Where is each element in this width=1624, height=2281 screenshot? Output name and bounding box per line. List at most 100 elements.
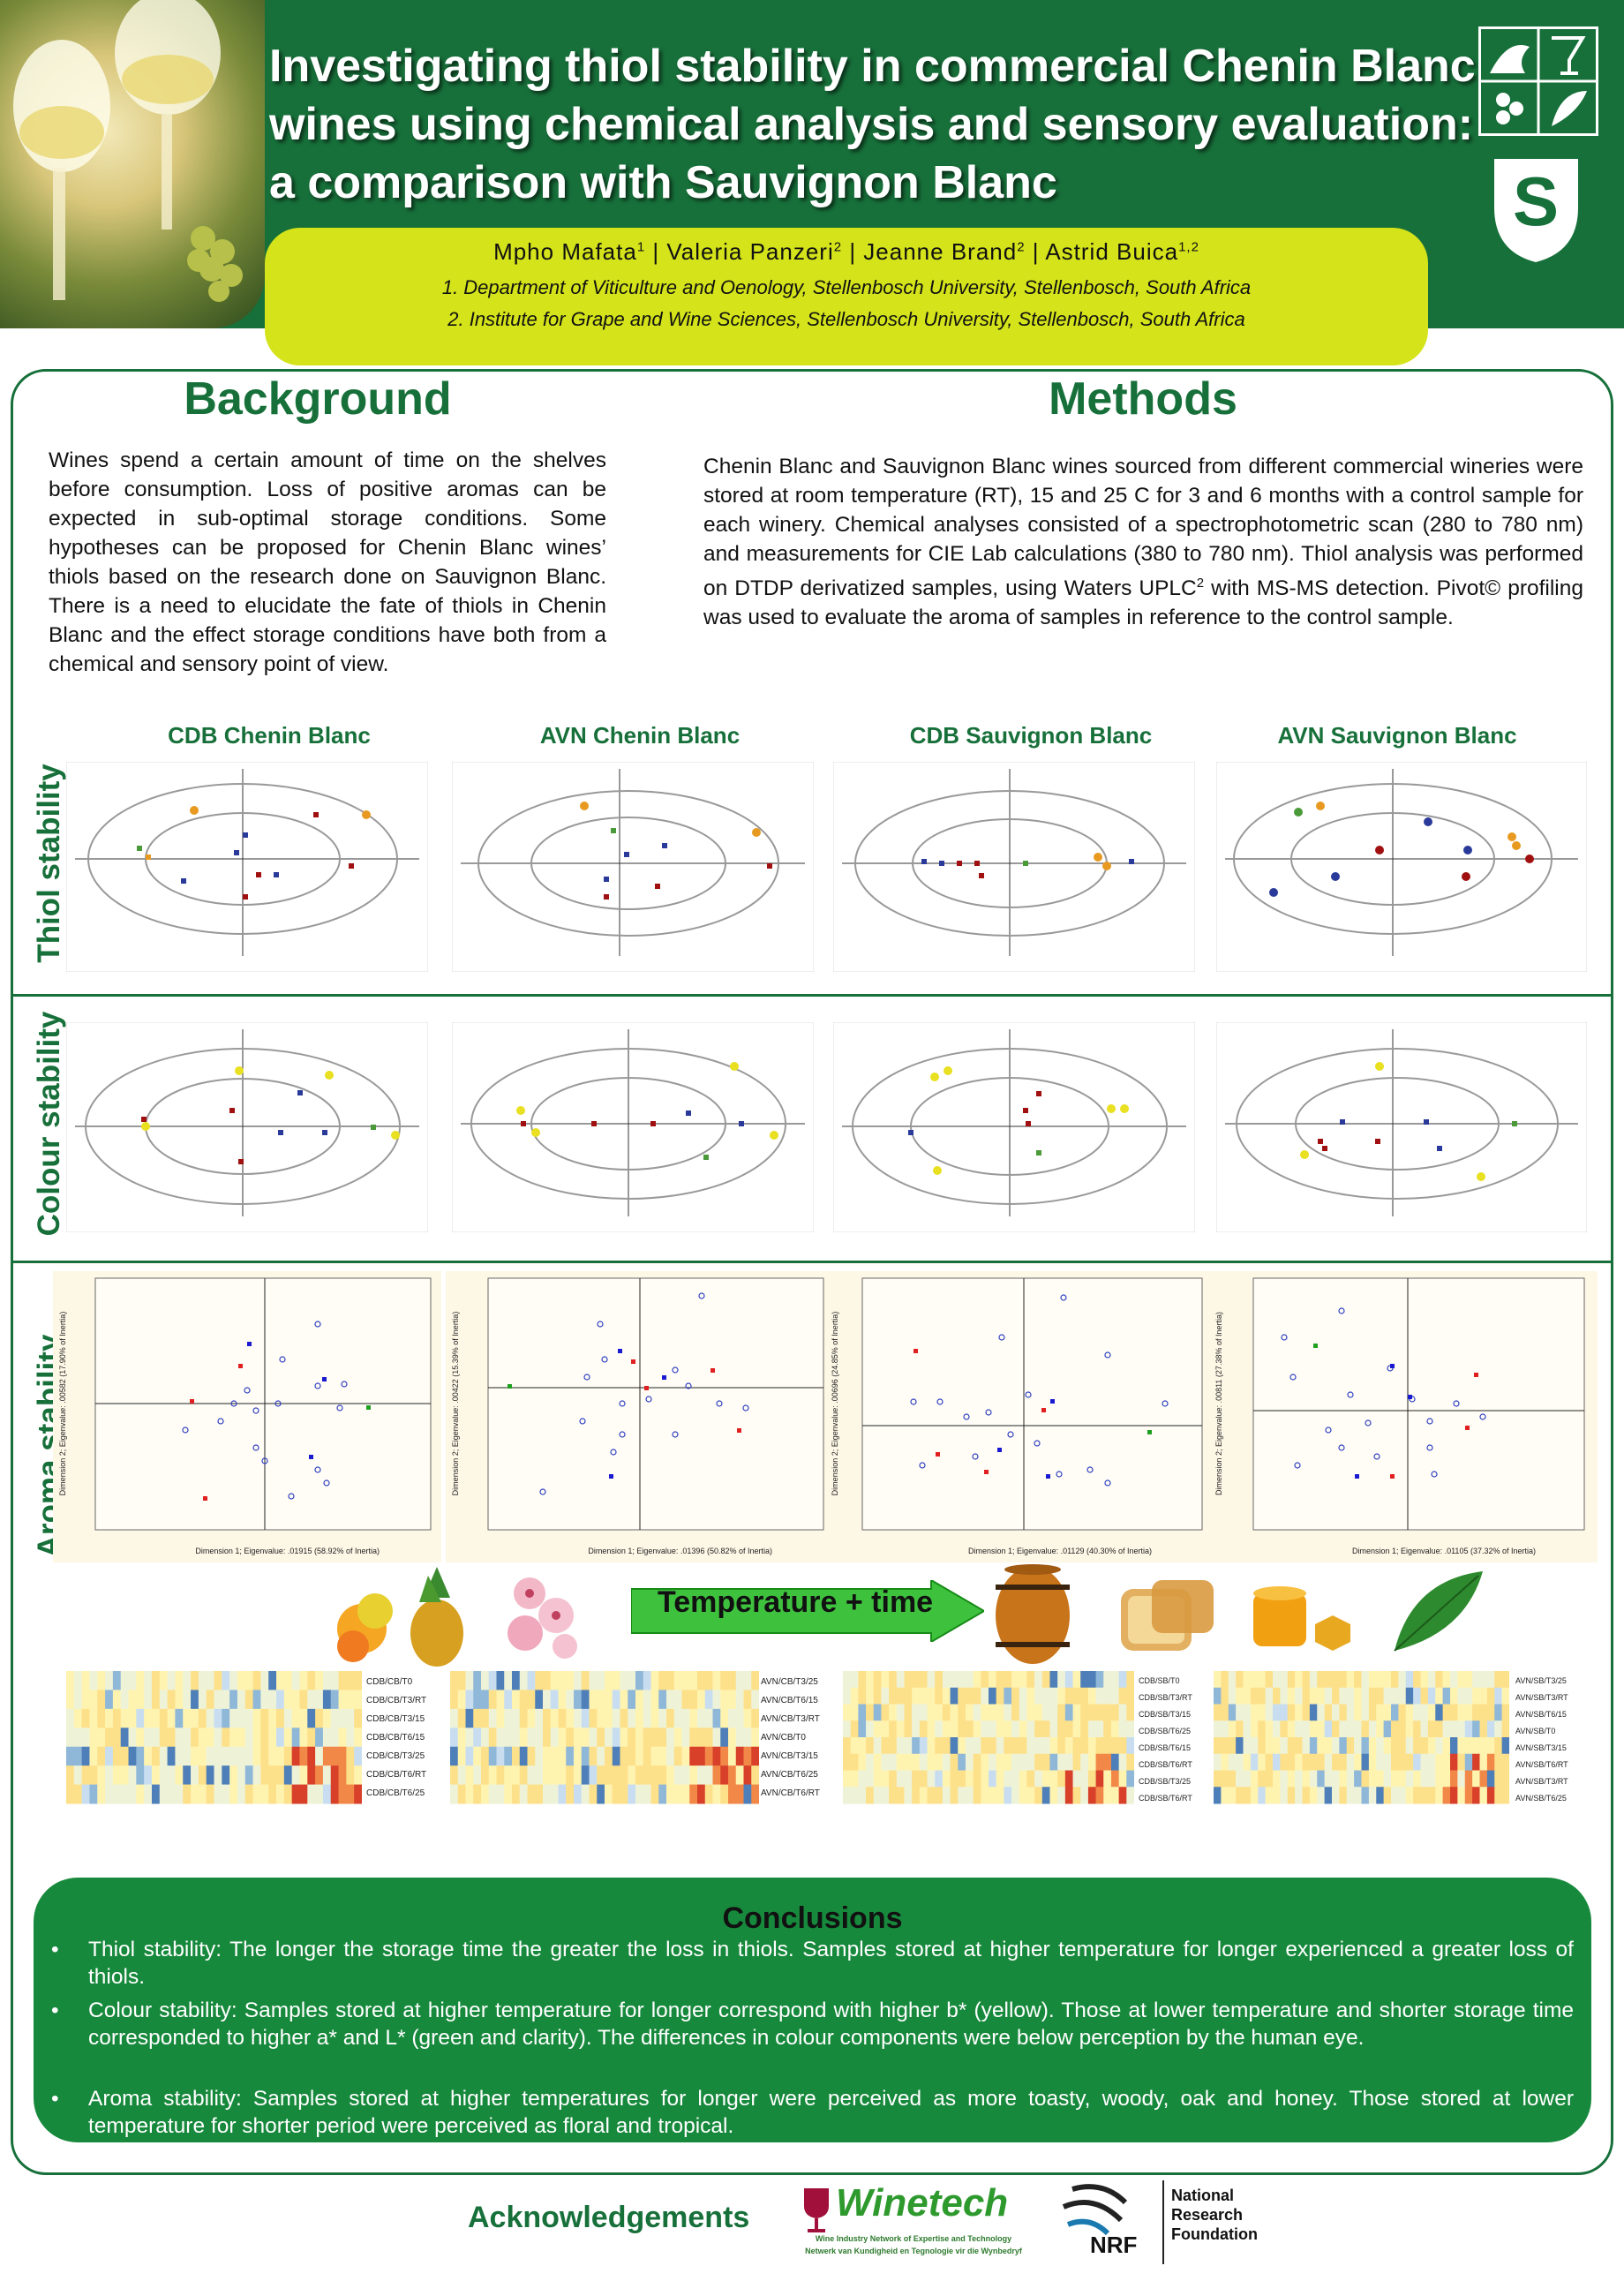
heatmap-cell — [1243, 1720, 1252, 1738]
heatmap-cell — [1457, 1704, 1466, 1721]
heatmap-cell — [1420, 1687, 1429, 1705]
heatmap-cell — [697, 1690, 706, 1710]
heatmap-cell — [558, 1690, 567, 1710]
heatmap-cell — [1236, 1737, 1244, 1755]
author-affil: 1,2 — [1178, 239, 1199, 255]
heatmap-cell — [650, 1746, 659, 1766]
heatmap-cell — [1413, 1737, 1421, 1755]
heatmap-cell — [666, 1784, 675, 1804]
heatmap-cell — [558, 1708, 567, 1728]
heatmap-cell — [1427, 1787, 1436, 1804]
heatmap-cell — [299, 1728, 308, 1748]
heatmap-cell — [550, 1728, 559, 1748]
heatmap-cell — [1280, 1770, 1289, 1788]
heatmap-cell — [1258, 1753, 1267, 1771]
heatmap-cell — [1309, 1687, 1318, 1705]
heatmap-cell — [97, 1765, 106, 1786]
heatmap-cell — [1103, 1687, 1112, 1705]
heatmap-cell — [519, 1746, 528, 1766]
heatmap-cell — [1103, 1753, 1112, 1771]
conclusion-item: • Aroma stability: Samples stored at hig… — [51, 2085, 1574, 2142]
heatmap-cell — [866, 1687, 875, 1705]
heatmap-cell — [1080, 1704, 1089, 1721]
toast-icon — [1121, 1580, 1214, 1651]
heatmap-cell — [666, 1708, 675, 1728]
heatmap-cell — [1011, 1787, 1020, 1804]
heatmap-cell — [1280, 1720, 1289, 1738]
heatmap-cell — [1080, 1720, 1089, 1738]
heatmap-cell — [1280, 1753, 1289, 1771]
heatmap-cell — [543, 1671, 552, 1690]
col-title-avn-cb: AVN Chenin Blanc — [539, 722, 741, 749]
heatmap-cell — [1258, 1671, 1267, 1689]
heatmap-cell — [183, 1784, 192, 1804]
heatmap-cell — [958, 1704, 966, 1721]
heatmap-cell — [128, 1671, 137, 1690]
heatmap-cell — [973, 1687, 981, 1705]
heatmap-cell — [1004, 1737, 1012, 1755]
heatmap-cell — [873, 1671, 882, 1689]
heatmap-cell — [1501, 1737, 1510, 1755]
heatmap-cell — [1026, 1787, 1035, 1804]
heatmap-cell — [167, 1746, 176, 1766]
heatmap-cell — [935, 1720, 944, 1738]
heatmap-cell — [666, 1728, 675, 1748]
heatmap-cell — [481, 1784, 490, 1804]
heatmap-cell — [666, 1690, 675, 1710]
heatmap-cell — [89, 1690, 98, 1710]
heatmap-cell — [1398, 1787, 1407, 1804]
heatmap-cell — [896, 1770, 905, 1788]
heatmap-cell — [873, 1720, 882, 1738]
heatmap-cell — [1228, 1671, 1237, 1689]
heatmap-cell — [1095, 1787, 1104, 1804]
heatmap-cell — [1405, 1787, 1414, 1804]
heatmap-cell — [1221, 1704, 1229, 1721]
heatmap-cell — [751, 1765, 760, 1786]
heatmap-cell — [1118, 1737, 1127, 1755]
heatmap-cell — [1236, 1671, 1244, 1689]
heatmap-cell — [996, 1753, 1004, 1771]
heatmap-cell — [1221, 1671, 1229, 1689]
heatmap-cell — [635, 1690, 644, 1710]
heatmap-cell — [628, 1671, 636, 1690]
heatmap-cell — [543, 1765, 552, 1786]
heatmap-cell — [950, 1671, 959, 1689]
heatmap-cell — [620, 1690, 628, 1710]
heatmap-cell — [912, 1671, 921, 1689]
heatmap-cell — [1026, 1753, 1035, 1771]
heatmap-cell — [896, 1787, 905, 1804]
heatmap-row-label: AVN/SB/T0 — [1515, 1727, 1556, 1735]
heatmap-cell — [229, 1708, 238, 1728]
heatmap-cell — [198, 1671, 207, 1690]
heatmap-cell — [112, 1671, 122, 1690]
heatmap-cell — [1302, 1770, 1311, 1788]
heatmap-cell — [1398, 1720, 1407, 1738]
heatmap-cell — [1486, 1720, 1495, 1738]
heatmap-cell — [942, 1753, 951, 1771]
heatmap-cell — [1368, 1737, 1377, 1755]
heatmap-cell — [904, 1737, 913, 1755]
heatmap-cell — [1034, 1671, 1043, 1689]
heatmap-cell — [1087, 1770, 1097, 1788]
heatmap-cell — [346, 1708, 355, 1728]
heatmap-cell — [720, 1728, 729, 1748]
heatmap-cell — [473, 1708, 482, 1728]
heatmap-cell — [996, 1770, 1004, 1788]
heatmap-cell — [589, 1671, 598, 1690]
heatmap-cell — [1413, 1704, 1421, 1721]
heatmap-row-label: AVN/SB/T6/15 — [1515, 1710, 1567, 1719]
heatmap-cell — [566, 1671, 575, 1690]
heatmap-cell — [1265, 1671, 1274, 1689]
heatmap-cell — [1346, 1671, 1355, 1689]
conclusion-text: Aroma stability: Samples stored at highe… — [88, 2087, 1574, 2138]
conclusion-item: • Thiol stability: The longer the storag… — [51, 1936, 1574, 1992]
heatmap-cell — [1265, 1687, 1274, 1705]
heatmap-cell — [1376, 1753, 1385, 1771]
heatmap-avn-cb — [450, 1671, 760, 1821]
heatmap-cell — [612, 1708, 620, 1728]
heatmap-cell — [1228, 1770, 1237, 1788]
heatmap-cell — [843, 1704, 852, 1721]
heatmap-cell — [550, 1690, 559, 1710]
heatmap-cell — [1435, 1720, 1444, 1738]
heatmap-cell — [1236, 1720, 1244, 1738]
